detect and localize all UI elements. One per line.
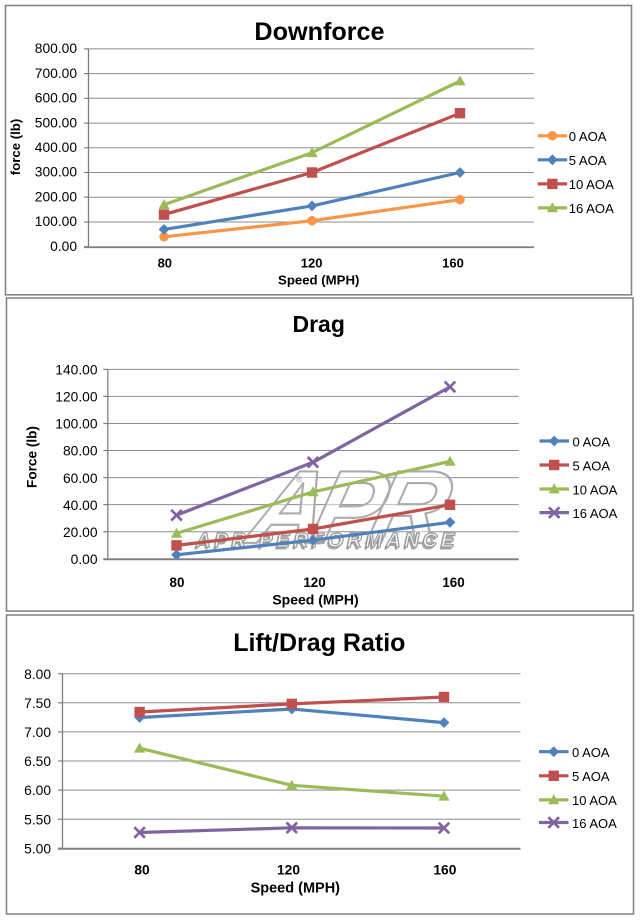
svg-text:APR PERFORMANCE: APR PERFORMANCE <box>193 532 456 555</box>
svg-text:16 AOA: 16 AOA <box>569 201 614 216</box>
svg-text:100.00: 100.00 <box>35 214 78 229</box>
svg-text:160: 160 <box>442 575 464 590</box>
svg-text:6.00: 6.00 <box>24 783 51 798</box>
svg-text:7.50: 7.50 <box>24 696 51 711</box>
svg-text:400.00: 400.00 <box>35 140 78 155</box>
svg-text:0 AOA: 0 AOA <box>572 745 610 760</box>
svg-text:8.00: 8.00 <box>24 667 51 682</box>
svg-text:700.00: 700.00 <box>35 66 78 81</box>
svg-text:10 AOA: 10 AOA <box>573 482 618 497</box>
svg-text:120: 120 <box>277 863 300 878</box>
svg-text:80.00: 80.00 <box>63 444 98 459</box>
svg-text:160: 160 <box>442 256 464 271</box>
svg-text:20.00: 20.00 <box>63 525 98 540</box>
svg-text:Force (lb): Force (lb) <box>25 426 40 488</box>
svg-text:100.00: 100.00 <box>55 417 98 432</box>
svg-text:Downforce: Downforce <box>254 18 384 46</box>
svg-text:5 AOA: 5 AOA <box>572 769 610 784</box>
svg-text:0 AOA: 0 AOA <box>569 129 607 144</box>
svg-text:5 AOA: 5 AOA <box>569 153 607 168</box>
svg-text:5.00: 5.00 <box>24 841 51 856</box>
svg-text:160: 160 <box>433 863 456 878</box>
svg-text:300.00: 300.00 <box>35 165 78 180</box>
svg-text:60.00: 60.00 <box>63 471 98 486</box>
svg-text:10 AOA: 10 AOA <box>572 793 617 808</box>
svg-text:0.00: 0.00 <box>71 552 98 567</box>
svg-text:40.00: 40.00 <box>63 498 98 513</box>
svg-text:140.00: 140.00 <box>55 363 98 378</box>
svg-text:500.00: 500.00 <box>35 115 78 130</box>
svg-text:800.00: 800.00 <box>35 41 78 56</box>
svg-text:6.50: 6.50 <box>24 754 51 769</box>
svg-text:600.00: 600.00 <box>35 91 78 106</box>
svg-text:200.00: 200.00 <box>35 189 78 204</box>
svg-text:0 AOA: 0 AOA <box>573 434 611 449</box>
svg-text:80: 80 <box>170 575 185 590</box>
svg-text:120.00: 120.00 <box>55 390 98 405</box>
svg-text:7.00: 7.00 <box>24 725 51 740</box>
svg-text:Drag: Drag <box>292 311 344 337</box>
svg-text:0.00: 0.00 <box>50 239 77 254</box>
svg-text:®: ® <box>296 474 303 484</box>
svg-text:5 AOA: 5 AOA <box>573 458 611 473</box>
svg-text:Speed (MPH): Speed (MPH) <box>278 272 359 287</box>
svg-text:10 AOA: 10 AOA <box>569 177 614 192</box>
svg-text:16 AOA: 16 AOA <box>572 816 617 831</box>
svg-text:Speed (MPH): Speed (MPH) <box>251 881 341 897</box>
svg-text:Lift/Drag Ratio: Lift/Drag Ratio <box>233 629 405 657</box>
svg-text:80: 80 <box>158 256 172 271</box>
svg-text:Speed (MPH): Speed (MPH) <box>272 592 358 608</box>
svg-text:force (lb): force (lb) <box>8 119 23 175</box>
svg-text:80: 80 <box>134 863 150 878</box>
svg-text:120: 120 <box>301 256 323 271</box>
svg-text:5.50: 5.50 <box>24 812 51 827</box>
svg-text:16 AOA: 16 AOA <box>573 506 618 521</box>
svg-text:120: 120 <box>303 575 325 590</box>
